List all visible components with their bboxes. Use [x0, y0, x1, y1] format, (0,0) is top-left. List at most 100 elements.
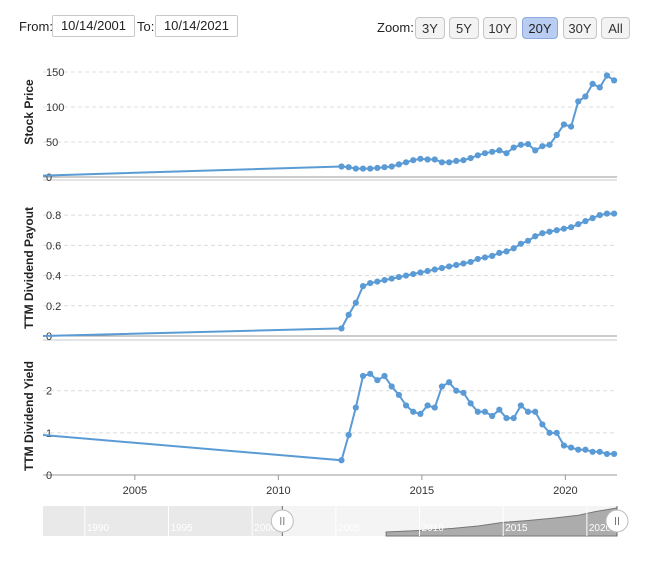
to-date-input[interactable]: 10/14/2021: [155, 15, 238, 37]
data-point: [388, 383, 395, 390]
y-tick-label: 1: [46, 428, 52, 440]
data-point: [367, 370, 374, 377]
navigator-tick-label: 2015: [505, 523, 528, 534]
y-tick-label: 0: [46, 331, 52, 343]
navigator-left-handle[interactable]: [270, 509, 294, 533]
zoom-button-10y[interactable]: 10Y: [483, 17, 517, 39]
data-point: [611, 77, 618, 84]
data-point: [359, 165, 367, 172]
data-point: [496, 147, 503, 154]
data-point: [575, 98, 582, 105]
navigator-right-handle[interactable]: [605, 509, 629, 533]
y-tick-label: 2: [46, 386, 52, 398]
navigator-tick-label: 2005: [338, 523, 361, 534]
data-point: [431, 266, 438, 273]
y-tick-label: 50: [46, 137, 58, 149]
data-point: [381, 276, 388, 284]
data-point: [503, 150, 510, 157]
data-point: [489, 412, 496, 420]
navigator: 1990 1995 2000 2005 2010 2015 2020: [43, 506, 629, 537]
from-label: From:: [19, 19, 53, 34]
data-point: [532, 147, 539, 154]
x-tick-label: 2015: [410, 485, 434, 497]
data-point: [603, 210, 611, 217]
data-point: [553, 227, 560, 234]
data-point: [424, 267, 431, 275]
zoom-button-30y[interactable]: 30Y: [563, 17, 597, 39]
data-point: [467, 258, 474, 266]
data-point: [381, 164, 388, 171]
y-axis-label: TTM Dividend Yield: [22, 361, 36, 471]
data-point: [524, 237, 532, 244]
data-point: [496, 406, 503, 413]
data-point: [381, 372, 388, 380]
data-point: [510, 144, 517, 151]
zoom-button-3y[interactable]: 3Y: [415, 17, 445, 39]
from-date-input[interactable]: 10/14/2001: [52, 15, 135, 37]
data-point: [481, 150, 489, 157]
data-point: [338, 163, 345, 170]
data-point: [474, 408, 481, 415]
data-point: [424, 156, 431, 163]
data-point: [402, 159, 410, 166]
navigator-tick-label: 2010: [422, 523, 445, 534]
data-point: [460, 157, 467, 164]
data-point: [575, 221, 582, 228]
data-point: [359, 372, 367, 380]
y-tick-label: 0: [46, 172, 52, 184]
data-point: [560, 442, 568, 449]
data-point: [431, 156, 438, 163]
series-line: [42, 74, 615, 177]
data-point: [489, 148, 496, 155]
data-point: [496, 249, 503, 256]
data-point: [539, 230, 546, 237]
data-point: [352, 299, 359, 306]
data-point: [539, 143, 546, 150]
data-point: [553, 131, 560, 139]
data-point: [503, 248, 510, 255]
data-point: [546, 141, 553, 148]
data-point: [582, 446, 589, 453]
data-point: [474, 152, 481, 159]
zoom-button-5y[interactable]: 5Y: [449, 17, 479, 39]
data-point: [338, 325, 345, 332]
y-axis-label: TTM Dividend Payout: [22, 207, 36, 329]
x-tick-label: 2005: [123, 485, 147, 497]
data-point: [467, 400, 474, 407]
data-point: [489, 252, 496, 260]
data-point: [395, 161, 402, 168]
data-point: [388, 163, 395, 170]
data-point: [553, 429, 560, 436]
data-point: [517, 402, 524, 409]
x-tick-label: 2020: [553, 485, 577, 497]
zoom-label: Zoom:: [377, 20, 414, 35]
data-point: [510, 245, 517, 252]
series-line: [42, 372, 615, 462]
zoom-button-20y[interactable]: 20Y: [522, 17, 558, 39]
y-axis-label: Stock Price: [22, 79, 36, 145]
navigator-tick-label: 2000: [254, 523, 277, 534]
data-point: [546, 429, 553, 436]
data-point: [424, 402, 431, 409]
data-point: [532, 408, 539, 415]
data-point: [453, 387, 460, 394]
data-point: [374, 377, 381, 384]
panel-dividend-yield: 0 1 2 TTM Dividend Yield 2005 2010 2015 2020: [22, 361, 618, 497]
data-point: [453, 261, 460, 269]
data-point: [446, 159, 453, 166]
data-point: [582, 93, 589, 100]
zoom-button-all[interactable]: All: [601, 17, 630, 39]
data-point: [402, 402, 410, 409]
data-point: [446, 379, 453, 386]
data-point: [560, 225, 568, 232]
data-point: [589, 215, 596, 222]
data-point: [582, 218, 589, 225]
data-point: [589, 448, 596, 455]
data-point: [532, 233, 539, 240]
data-point: [611, 210, 618, 217]
data-point: [524, 141, 532, 148]
data-point: [410, 408, 417, 415]
data-point: [367, 280, 374, 287]
